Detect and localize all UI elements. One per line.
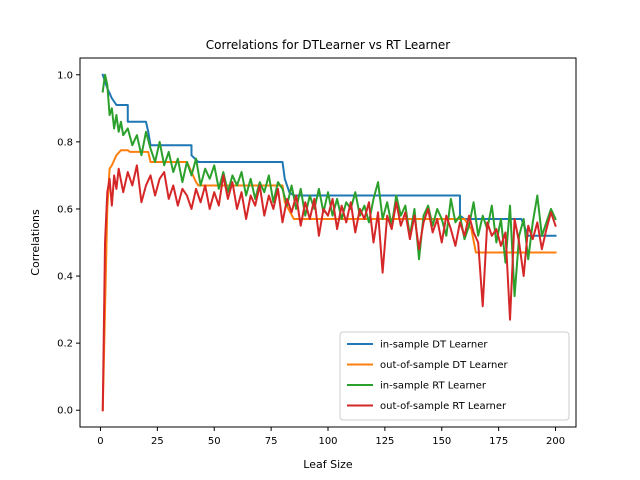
x-tick-label: 100 [318, 436, 337, 447]
series-line-4 [101, 164, 557, 412]
plot-lines [101, 73, 557, 412]
x-tick-label: 25 [151, 436, 164, 447]
series-line-3 [101, 73, 557, 298]
legend-box [339, 331, 570, 421]
y-tick-label: 1.0 [57, 70, 73, 81]
y-tick-label: 0.0 [57, 406, 73, 417]
legend-label-3: in-sample RT Learner [380, 381, 487, 392]
x-axis-ticks: 0 25 50 75 100 125 150 175 200 [97, 427, 565, 447]
y-axis-ticks: 0.0 0.2 0.4 0.6 0.8 1.0 [57, 70, 80, 417]
x-tick-label: 0 [97, 436, 103, 447]
x-tick-label: 50 [208, 436, 221, 447]
legend-label-2: out-of-sample DT Learner [380, 360, 508, 371]
x-tick-label: 150 [432, 436, 451, 447]
legend-label-4: out-of-sample RT Learner [380, 401, 507, 412]
y-tick-label: 0.4 [57, 272, 73, 283]
x-tick-label: 175 [489, 436, 508, 447]
legend-label-1: in-sample DT Learner [380, 340, 488, 351]
chart-title: Correlations for DTLearner vs RT Learner [206, 38, 450, 52]
y-tick-label: 0.2 [57, 339, 73, 350]
y-tick-label: 0.8 [57, 137, 73, 148]
x-axis-label: Leaf Size [303, 458, 353, 471]
x-tick-label: 125 [375, 436, 394, 447]
legend: in-sample DT Learner out-of-sample DT Lea… [339, 331, 570, 421]
x-tick-label: 200 [546, 436, 565, 447]
y-axis-label: Correlations [29, 209, 42, 276]
x-tick-label: 75 [265, 436, 278, 447]
y-tick-label: 0.6 [57, 204, 73, 215]
series-line-1 [101, 73, 557, 237]
